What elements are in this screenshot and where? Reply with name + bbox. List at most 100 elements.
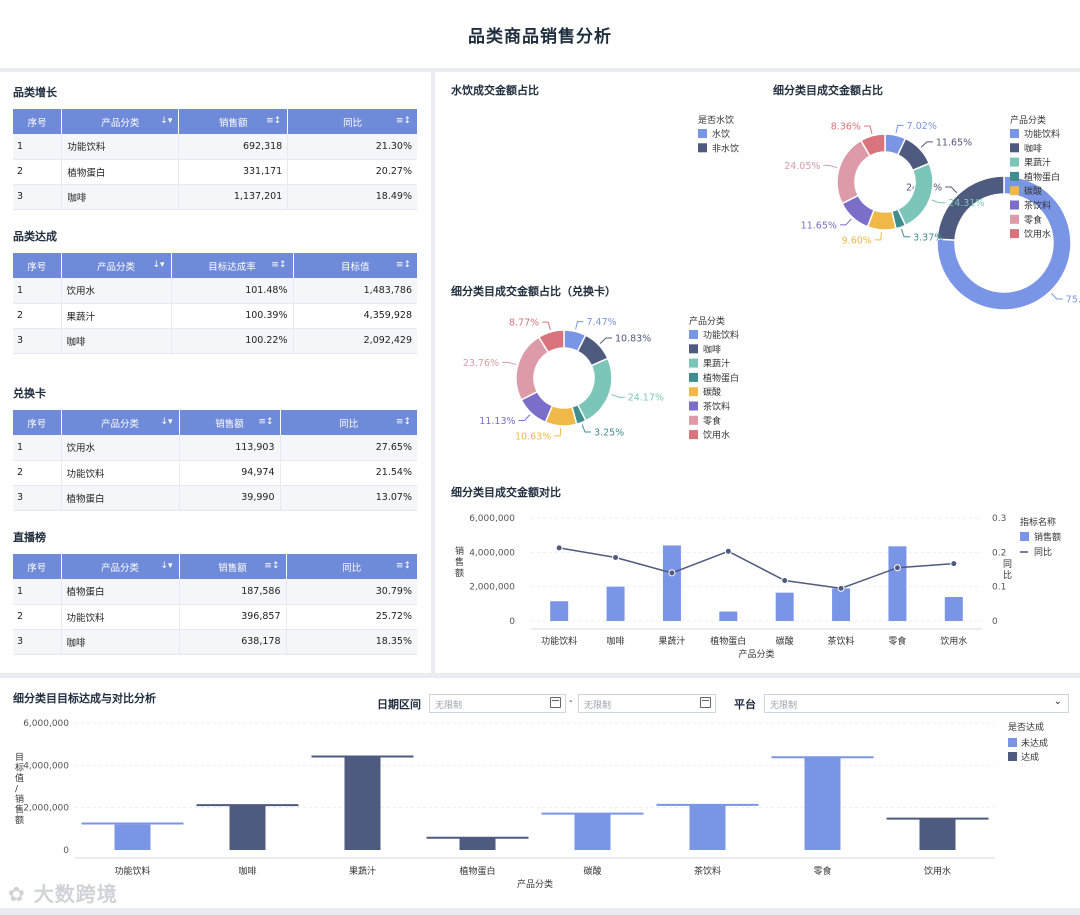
data-label: 11.65% bbox=[801, 220, 837, 231]
column-header[interactable]: 目标达成率 ≡↕ bbox=[171, 253, 294, 278]
table-cell: 3 bbox=[13, 184, 62, 210]
y-axis-label-char: 值 bbox=[15, 772, 24, 784]
legend-title: 产品分类 bbox=[1010, 114, 1046, 126]
table-title-achieve: 品类达成 bbox=[13, 230, 57, 243]
date-end-input[interactable]: 无限制 bbox=[578, 694, 716, 713]
legend-label: 饮用水 bbox=[1024, 228, 1051, 240]
x-tick-label: 茶饮料 bbox=[694, 865, 721, 877]
table-row: 2 功能饮料 94,974 21.54% bbox=[13, 460, 417, 486]
y-tick-label: 4,000,000 bbox=[469, 548, 515, 558]
column-header[interactable]: 产品分类 ↓▾ bbox=[61, 410, 180, 435]
legend-swatch bbox=[1010, 171, 1019, 181]
column-header[interactable]: 产品分类 ↓▾ bbox=[61, 109, 180, 134]
sort-icon[interactable]: ≡↕ bbox=[395, 417, 411, 427]
sort-icon[interactable]: ≡↕ bbox=[271, 260, 287, 270]
data-label: 11.65% bbox=[936, 137, 972, 148]
sort-icon[interactable]: ≡↕ bbox=[395, 260, 411, 270]
label-leader-line bbox=[900, 229, 911, 238]
legend-swatch bbox=[1010, 214, 1019, 224]
column-header[interactable]: 产品分类 ↓▾ bbox=[61, 554, 180, 579]
sort-filter-icon[interactable]: ↓▾ bbox=[160, 417, 173, 427]
column-header[interactable]: 同比 ≡↕ bbox=[280, 410, 417, 435]
legend-label: 植物蛋白 bbox=[1024, 171, 1060, 183]
column-header[interactable]: 产品分类 ↓▾ bbox=[61, 253, 172, 278]
column-header[interactable]: 序号 bbox=[13, 109, 63, 134]
chart-title-target: 细分类目目标达成与对比分析 bbox=[13, 692, 156, 705]
sort-filter-icon[interactable]: ↓▾ bbox=[160, 116, 173, 126]
y2-axis-label-char: 同 bbox=[1003, 559, 1012, 570]
data-label: 9.60% bbox=[842, 235, 872, 246]
column-header[interactable]: 序号 bbox=[13, 554, 62, 579]
bar bbox=[919, 819, 956, 850]
y2-tick-label: 0.1 bbox=[992, 583, 1006, 593]
legend-label: 功能饮料 bbox=[1024, 128, 1060, 140]
legend-label: 茶饮料 bbox=[1024, 200, 1051, 212]
sort-icon[interactable]: ≡↕ bbox=[395, 561, 411, 571]
table-cell: 2,092,429 bbox=[292, 328, 417, 354]
line-point bbox=[781, 576, 789, 584]
table-cell: 27.65% bbox=[279, 435, 417, 461]
bar bbox=[775, 592, 794, 621]
sort-icon[interactable]: ≡↕ bbox=[258, 417, 274, 427]
y2-tick-label: 0.2 bbox=[992, 548, 1006, 558]
column-header[interactable]: 同比 ≡↕ bbox=[287, 109, 417, 134]
calendar-icon[interactable] bbox=[700, 697, 711, 708]
calendar-icon[interactable] bbox=[550, 697, 561, 708]
table-card: 序号 产品分类 ↓▾ 销售额 ≡↕ 同比 ≡↕ 1 饮用水 113,903 27.65% 2 功能饮料 9… bbox=[13, 410, 417, 511]
column-header[interactable]: 销售额 ≡↕ bbox=[179, 554, 287, 579]
column-header[interactable]: 销售额 ≡↕ bbox=[178, 109, 289, 134]
x-tick-label: 果蔬汁 bbox=[349, 865, 376, 877]
data-label: 10.63% bbox=[515, 431, 551, 442]
table-cell: 187,586 bbox=[178, 579, 286, 605]
table-cell: 2 bbox=[13, 604, 61, 630]
table-cell: 21.30% bbox=[287, 134, 417, 160]
left-panel: 品类增长 序号 产品分类 ↓▾ 销售额 ≡↕ 同比 ≡↕ 1 功能饮料 692,318 21.30%… bbox=[0, 72, 431, 673]
donut-slice bbox=[896, 162, 934, 227]
y2-tick-label: 0.3 bbox=[992, 514, 1006, 524]
sort-icon[interactable]: ≡↕ bbox=[395, 116, 411, 126]
y-axis-label: 销售额 bbox=[455, 545, 464, 579]
bar bbox=[888, 546, 907, 621]
table-header-row: 序号 产品分类 ↓▾ 销售额 ≡↕ 同比 ≡↕ bbox=[13, 554, 417, 579]
line-point bbox=[893, 564, 901, 572]
y-tick-label: 2,000,000 bbox=[469, 583, 515, 593]
label-leader-line bbox=[554, 427, 562, 437]
y-axis-label-char: 额 bbox=[455, 567, 464, 579]
date-end-placeholder: 无限制 bbox=[584, 701, 612, 711]
table-cell: 植物蛋白 bbox=[60, 485, 179, 511]
bottom-panel: 细分类目目标达成与对比分析 日期区间 无限制 - 无限制 平台 无限制 ⌄ 6,… bbox=[0, 678, 1080, 908]
y-axis-label-char: 销 bbox=[15, 793, 24, 805]
table-cell: 113,903 bbox=[178, 435, 280, 461]
column-header[interactable]: 目标值 ≡↕ bbox=[293, 253, 417, 278]
sort-filter-icon[interactable]: ↓▾ bbox=[152, 260, 165, 270]
column-header[interactable]: 销售额 ≡↕ bbox=[179, 410, 281, 435]
column-header[interactable]: 序号 bbox=[13, 253, 62, 278]
legend-label: 未达成 bbox=[1021, 737, 1048, 749]
legend-swatch bbox=[1010, 157, 1019, 167]
chevron-down-icon[interactable]: ⌄ bbox=[1053, 696, 1062, 707]
sort-icon[interactable]: ≡↕ bbox=[264, 561, 280, 571]
date-start-input[interactable]: 无限制 bbox=[429, 694, 566, 713]
label-leader-line bbox=[502, 361, 516, 365]
column-header[interactable]: 序号 bbox=[13, 410, 62, 435]
x-tick-label: 饮用水 bbox=[924, 865, 951, 877]
sort-filter-icon[interactable]: ↓▾ bbox=[160, 561, 173, 571]
date-range-label: 日期区间 bbox=[377, 698, 421, 711]
y-axis-label-char: 售 bbox=[15, 804, 24, 816]
label-leader-line bbox=[823, 164, 838, 169]
legend-label: 水饮 bbox=[712, 128, 730, 140]
column-header[interactable]: 同比 ≡↕ bbox=[286, 554, 417, 579]
x-tick-label: 咖啡 bbox=[607, 635, 625, 647]
label-leader-line bbox=[599, 337, 612, 344]
table-row: 2 功能饮料 396,857 25.72% bbox=[13, 604, 417, 630]
table-cell: 咖啡 bbox=[60, 629, 179, 655]
column-header-label: 产品分类 bbox=[101, 117, 140, 129]
x-tick-label: 植物蛋白 bbox=[459, 865, 495, 877]
bar bbox=[944, 596, 963, 621]
table-cell: 3 bbox=[13, 629, 61, 655]
data-label: 24.05% bbox=[784, 161, 820, 172]
sort-icon[interactable]: ≡↕ bbox=[266, 116, 282, 126]
x-tick-label: 零食 bbox=[888, 635, 906, 647]
platform-select[interactable]: 无限制 ⌄ bbox=[764, 694, 1069, 713]
column-header-label: 序号 bbox=[27, 117, 47, 129]
